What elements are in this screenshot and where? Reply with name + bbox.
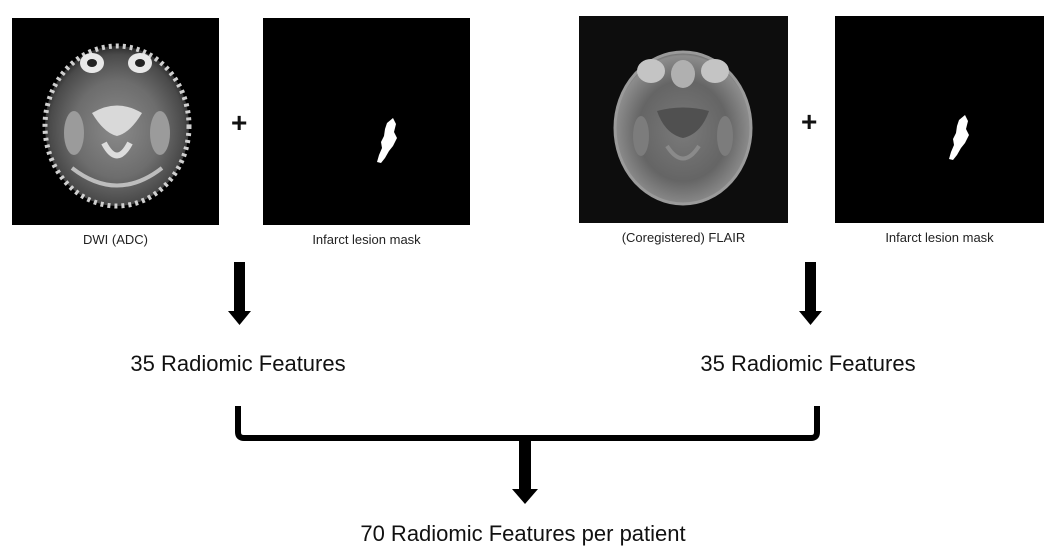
left-infarct-mask-caption: Infarct lesion mask [312, 232, 421, 247]
left-down-arrow [228, 262, 251, 325]
flair-image [579, 16, 788, 223]
left-lesion-shape [263, 18, 470, 225]
right-feature-count: 35 Radiomic Features [700, 351, 916, 376]
right-down-arrow [799, 262, 822, 325]
result-down-arrow [512, 439, 538, 504]
left-infarct-mask-image [263, 18, 470, 225]
right-infarct-mask-caption: Infarct lesion mask [885, 230, 994, 245]
flair-caption: (Coregistered) FLAIR [621, 230, 746, 245]
left-feature-count: 35 Radiomic Features [130, 351, 346, 376]
dwi-adc-caption: DWI (ADC) [83, 232, 148, 247]
total-feature-count: 70 Radiomic Features per patient [360, 521, 686, 546]
dwi-brain-scan [12, 18, 219, 225]
right-infarct-mask-image [835, 16, 1044, 223]
merge-bracket [235, 406, 820, 441]
flair-brain-scan [579, 16, 788, 223]
left-plus-symbol: + [231, 107, 248, 138]
dwi-adc-image [12, 18, 219, 225]
right-plus-symbol: + [801, 106, 818, 137]
right-lesion-shape [835, 16, 1044, 223]
